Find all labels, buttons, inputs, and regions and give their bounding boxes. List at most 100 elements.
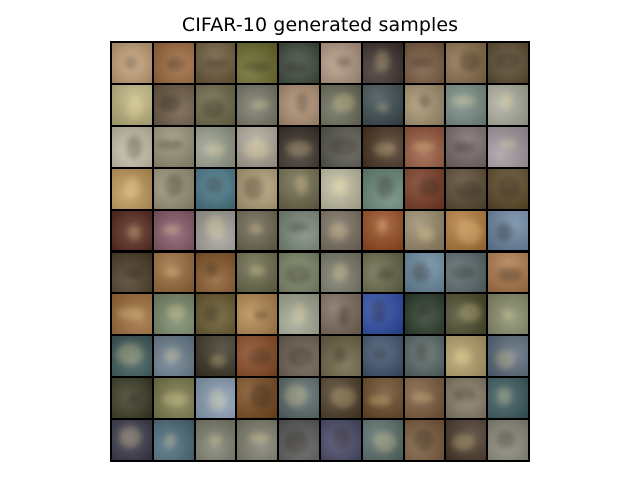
sample-tile — [195, 84, 236, 125]
sample-blob — [418, 95, 430, 108]
sample-blob — [295, 175, 309, 195]
sample-blob — [497, 430, 515, 449]
sample-blob — [372, 348, 388, 359]
sample-blob — [162, 391, 188, 406]
sample-tile — [404, 294, 445, 335]
sample-tile — [446, 252, 487, 293]
sample-tile — [237, 43, 278, 83]
sample-blob — [285, 430, 308, 454]
sample-blob — [284, 264, 311, 284]
sample-blob — [452, 388, 477, 402]
sample-tile — [404, 168, 445, 209]
figure-title: CIFAR-10 generated samples — [181, 14, 459, 36]
sample-blob — [411, 57, 434, 68]
sample-tile — [153, 252, 194, 293]
sample-blob — [124, 176, 141, 200]
sample-tile — [237, 210, 278, 251]
sample-blob — [288, 347, 314, 367]
sample-tile — [321, 43, 361, 83]
sample-blob — [411, 142, 435, 151]
sample-blob — [157, 139, 184, 149]
sample-tile — [237, 378, 278, 419]
sample-tile — [488, 336, 528, 377]
sample-tile — [112, 210, 152, 251]
sample-tile — [446, 210, 487, 251]
sample-tile — [488, 252, 528, 293]
sample-blob — [252, 99, 271, 110]
sample-tile — [112, 168, 152, 209]
sample-blob — [451, 95, 476, 106]
sample-tile — [321, 126, 361, 167]
sample-tile — [362, 210, 403, 251]
sample-blob — [371, 298, 387, 323]
sample-blob — [208, 388, 226, 411]
sample-tile — [446, 336, 487, 377]
sample-blob — [250, 384, 272, 409]
sample-tile — [362, 336, 403, 377]
sample-blob — [163, 347, 180, 362]
sample-tile — [237, 420, 278, 460]
sample-blob — [455, 181, 482, 200]
sample-blob — [125, 57, 138, 69]
sample-blob — [501, 309, 512, 320]
sample-tile — [237, 168, 278, 209]
sample-tile — [362, 168, 403, 209]
sample-blob — [412, 392, 434, 403]
sample-tile — [279, 252, 319, 293]
sample-blob — [243, 61, 271, 72]
sample-blob — [205, 176, 223, 193]
sample-tile — [404, 210, 445, 251]
sample-tile — [153, 84, 194, 125]
sample-blob — [338, 305, 349, 326]
sample-tile — [112, 294, 152, 335]
sample-tile — [321, 336, 361, 377]
sample-blob — [167, 304, 185, 319]
sample-blob — [458, 303, 482, 323]
sample-blob — [125, 136, 142, 160]
sample-tile — [237, 126, 278, 167]
sample-tile — [237, 84, 278, 125]
sample-blob — [330, 387, 356, 409]
sample-blob — [206, 262, 218, 277]
sample-tile — [488, 420, 528, 460]
sample-blob — [496, 387, 512, 405]
sample-blob — [415, 343, 428, 363]
sample-blob — [454, 348, 471, 366]
sample-tile — [446, 43, 487, 83]
sample-tile — [195, 43, 236, 83]
sample-blob — [204, 57, 228, 69]
sample-tile — [237, 294, 278, 335]
sample-blob — [496, 222, 513, 241]
sample-tile — [321, 84, 361, 125]
sample-tile — [362, 294, 403, 335]
sample-tile — [153, 210, 194, 251]
sample-tile — [404, 336, 445, 377]
sample-tile — [362, 252, 403, 293]
sample-blob — [377, 103, 389, 112]
sample-blob — [416, 178, 440, 196]
sample-tile — [279, 210, 319, 251]
sample-tile — [488, 378, 528, 419]
sample-blob — [244, 140, 271, 160]
sample-blob — [335, 56, 352, 67]
sample-blob — [501, 93, 514, 109]
sample-tile — [279, 168, 319, 209]
sample-blob — [414, 430, 434, 451]
sample-tile — [488, 294, 528, 335]
sample-tile — [279, 84, 319, 125]
sample-blob — [286, 141, 313, 156]
sample-tile — [195, 294, 236, 335]
sample-blob — [167, 57, 185, 71]
sample-tile — [446, 168, 487, 209]
sample-blob — [122, 268, 144, 280]
sample-tile — [362, 126, 403, 167]
sample-tile — [321, 378, 361, 419]
sample-blob — [244, 176, 265, 200]
sample-blob — [284, 384, 307, 408]
sample-tile — [404, 420, 445, 460]
sample-blob — [418, 226, 434, 242]
sample-tile — [362, 420, 403, 460]
sample-blob — [204, 304, 221, 323]
sample-tile — [153, 336, 194, 377]
sample-tile — [195, 126, 236, 167]
